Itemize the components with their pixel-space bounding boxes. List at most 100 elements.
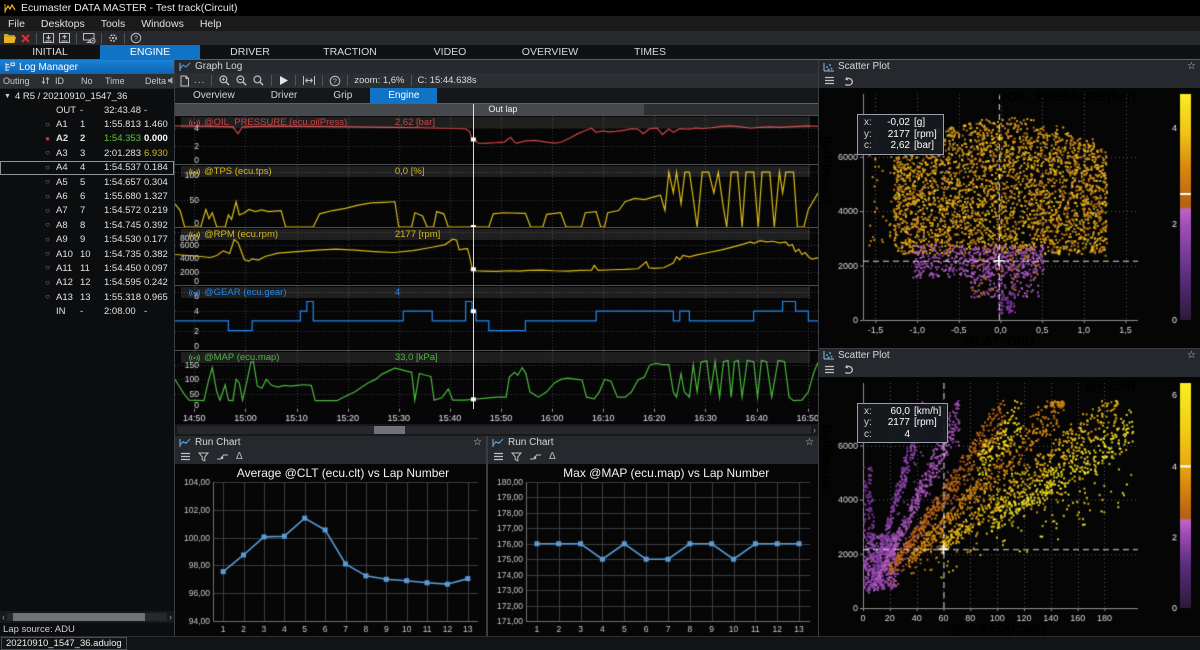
oil-pressure-header[interactable]: @OIL_PRESSURE (ecu.oilPress)2,62 [bar] [181, 117, 810, 128]
lap-row-a10[interactable]: ○A10101:54.7350.382 [0, 247, 174, 261]
lap-marker[interactable]: ○ [45, 164, 54, 172]
log-manager-header[interactable]: Log Manager [0, 60, 174, 74]
device-settings-icon[interactable] [82, 32, 96, 44]
favorite-star-icon[interactable]: ☆ [1187, 61, 1196, 72]
tab-times[interactable]: TIMES [600, 45, 700, 59]
tab-driver[interactable]: DRIVER [200, 45, 300, 59]
outing-group-row[interactable]: ▼ 4 R5 / 20210910_1547_36 [0, 89, 174, 103]
run-chart-right[interactable]: Max @MAP (ecu.map) vs Lap Number [488, 464, 818, 636]
column-header-id[interactable]: ID [52, 76, 78, 86]
column-header-no[interactable]: No [78, 76, 102, 86]
filter-icon[interactable] [198, 452, 209, 462]
tab-initial[interactable]: INITIAL [0, 45, 100, 59]
lap-row-a3[interactable]: ○A332:01.2836.930 [0, 146, 174, 160]
favorite-star-icon[interactable]: ☆ [473, 437, 482, 448]
oil-pressure-channel[interactable]: @OIL_PRESSURE (ecu.oilPress)2,62 [bar] [175, 115, 818, 164]
menu-icon[interactable] [493, 452, 504, 461]
run-chart-header[interactable]: Run Chart ☆ [488, 436, 818, 449]
trend-icon[interactable] [529, 452, 542, 461]
scroll-right-icon[interactable]: › [169, 613, 172, 622]
lap-row-a2[interactable]: ●A221:54.3530.000 [0, 132, 174, 146]
lap-marker[interactable]: ○ [45, 236, 54, 244]
menu-desktops[interactable]: Desktops [33, 18, 93, 30]
scatter-header[interactable]: Scatter Plot ☆ [819, 60, 1200, 73]
lap-marker[interactable]: ○ [45, 279, 54, 287]
lap-marker[interactable]: ○ [45, 193, 54, 201]
lap-marker[interactable]: ○ [45, 207, 54, 215]
lap-marker[interactable]: ○ [45, 250, 54, 258]
favorite-star-icon[interactable]: ☆ [805, 437, 814, 448]
map-channel[interactable]: @MAP (ecu.map)33,0 [kPa] [175, 350, 818, 409]
rpm-header[interactable]: @RPM (ecu.rpm)2177 [rpm] [181, 229, 810, 240]
lap-row-a1[interactable]: ○A111:55.8131.460 [0, 117, 174, 131]
page-icon[interactable] [179, 75, 190, 87]
import-log-icon[interactable] [42, 32, 55, 44]
undo-icon[interactable] [842, 364, 855, 374]
menu-icon[interactable] [824, 365, 835, 374]
play-icon[interactable] [278, 75, 289, 86]
expand-triangle-icon[interactable]: ▼ [4, 93, 11, 100]
lap-row-a4[interactable]: ○A441:54.5370.184 [0, 161, 174, 175]
scroll-right-icon[interactable]: › [813, 426, 816, 435]
trend-icon[interactable] [216, 452, 229, 461]
current-lap-marker[interactable]: ● [45, 135, 54, 143]
lap-row-a5[interactable]: ○A551:54.6570.304 [0, 175, 174, 189]
favorite-star-icon[interactable]: ☆ [1187, 350, 1196, 361]
graph-tab-engine[interactable]: Engine [370, 88, 437, 103]
menu-help[interactable]: Help [192, 18, 230, 30]
delta-icon[interactable]: Δ [236, 451, 243, 462]
graph-log-plot-area[interactable]: Out lap @OIL_PRESSURE (ecu.oilPress)2,62… [175, 104, 818, 424]
lap-row-a8[interactable]: ○A881:54.7450.392 [0, 218, 174, 232]
scatter-header[interactable]: Scatter Plot ☆ [819, 349, 1200, 362]
graph-log-header[interactable]: Graph Log [175, 60, 818, 73]
help-icon[interactable]: ? [130, 32, 142, 44]
undo-icon[interactable] [842, 76, 855, 86]
lap-row-out[interactable]: OUT-32:43.48- [0, 103, 174, 117]
lap-marker[interactable]: ○ [45, 121, 54, 129]
menu-icon[interactable] [180, 452, 191, 461]
open-folder-icon[interactable] [3, 32, 17, 44]
gear-channel[interactable]: @GEAR (ecu.gear)4 [175, 285, 818, 350]
lap-row-a7[interactable]: ○A771:54.5720.219 [0, 204, 174, 218]
scatter-top-chart[interactable]: @OIL_PRESSURE[bar] @RPM[rpm] @LAT_G[g] x… [819, 88, 1200, 348]
lap-row-a13[interactable]: ○A13131:55.3180.965 [0, 290, 174, 304]
close-icon[interactable] [20, 33, 31, 44]
export-log-icon[interactable] [58, 32, 71, 44]
tab-video[interactable]: VIDEO [400, 45, 500, 59]
delta-icon[interactable]: Δ [549, 451, 556, 462]
tab-traction[interactable]: TRACTION [300, 45, 400, 59]
help-icon[interactable]: ? [329, 75, 341, 87]
column-header-time[interactable]: Time [102, 76, 142, 86]
run-chart-right-canvas[interactable] [488, 464, 818, 636]
lap-marker[interactable]: ○ [45, 293, 54, 301]
lap-marker[interactable]: ○ [45, 264, 54, 272]
tab-engine[interactable]: ENGINE [100, 45, 200, 59]
fit-width-icon[interactable] [302, 75, 316, 86]
menu-file[interactable]: File [0, 18, 33, 30]
column-header-outing[interactable]: Outing [0, 76, 38, 86]
rpm-channel[interactable]: @RPM (ecu.rpm)2177 [rpm] [175, 227, 818, 285]
column-header-delta[interactable]: Delta [142, 76, 164, 86]
lap-row-a12[interactable]: ○A12121:54.5950.242 [0, 276, 174, 290]
scatter-bottom-chart[interactable]: @GEAR @RPM[rpm] @SPEED[km/h] x:60,0[km/h… [819, 377, 1200, 637]
lap-row-a6[interactable]: ○A661:55.6801.327 [0, 189, 174, 203]
tab-overview[interactable]: OVERVIEW [500, 45, 600, 59]
scroll-left-icon[interactable]: ‹ [2, 613, 5, 622]
map-header[interactable]: @MAP (ecu.map)33,0 [kPa] [181, 352, 810, 363]
graph-tab-overview[interactable]: Overview [175, 88, 253, 103]
run-chart-header[interactable]: Run Chart ☆ [175, 436, 486, 449]
gear-header[interactable]: @GEAR (ecu.gear)4 [181, 287, 810, 298]
lap-marker[interactable]: ○ [45, 149, 54, 157]
sort-icon[interactable] [38, 76, 52, 87]
lap-row-a11[interactable]: ○A11111:54.4500.097 [0, 261, 174, 275]
lap-row-a9[interactable]: ○A991:54.5300.177 [0, 233, 174, 247]
menu-tools[interactable]: Tools [93, 18, 134, 30]
tps-channel[interactable]: @TPS (ecu.tps)0,0 [%] [175, 164, 818, 227]
run-chart-left-canvas[interactable] [175, 464, 486, 636]
zoom-out-icon[interactable] [235, 74, 248, 87]
lap-marker[interactable]: ○ [45, 221, 54, 229]
tps-header[interactable]: @TPS (ecu.tps)0,0 [%] [181, 166, 810, 177]
zoom-reset-icon[interactable] [252, 74, 265, 87]
log-manager-hscrollbar[interactable]: ‹ › [0, 611, 174, 623]
more-icon[interactable]: ... [194, 75, 205, 86]
